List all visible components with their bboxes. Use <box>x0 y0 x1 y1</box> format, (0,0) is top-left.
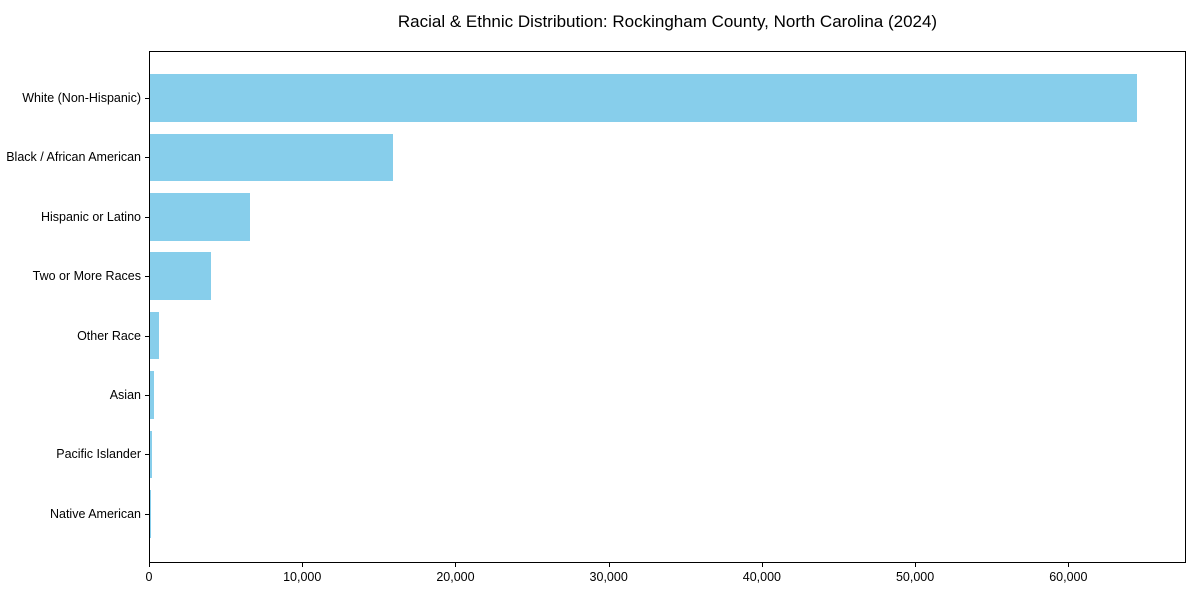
y-axis-label: Other Race <box>77 328 141 343</box>
bar <box>150 133 393 182</box>
x-axis-tick <box>149 563 150 567</box>
plot-area <box>149 51 1186 563</box>
x-axis-tick-label: 60,000 <box>1049 570 1088 584</box>
bar <box>150 252 211 300</box>
bar <box>150 74 1137 122</box>
x-axis-tick <box>915 563 917 567</box>
y-axis-tick <box>145 216 149 218</box>
chart-title: Racial & Ethnic Distribution: Rockingham… <box>397 12 938 31</box>
y-axis-tick <box>145 157 149 159</box>
y-axis-tick <box>145 335 149 337</box>
bar <box>150 311 160 360</box>
y-axis-label: Asian <box>109 388 141 402</box>
y-axis-tick <box>145 276 149 278</box>
bar <box>150 490 151 538</box>
x-axis-tick-label: 30,000 <box>589 570 628 584</box>
y-axis-label: White (Non-Hispanic) <box>22 91 141 105</box>
y-axis-label: Two or More Races <box>32 269 141 284</box>
x-axis-tick <box>761 563 763 567</box>
bar <box>150 430 153 479</box>
x-axis-tick-label: 20,000 <box>436 570 475 584</box>
y-axis-tick <box>145 454 149 456</box>
bar <box>150 193 251 241</box>
y-axis-label: Black / African American <box>6 150 141 165</box>
x-axis-tick <box>455 563 457 567</box>
x-axis-tick <box>608 563 610 567</box>
bar <box>150 371 155 419</box>
x-axis-tick-label: 0 <box>145 570 153 584</box>
x-axis-tick-label: 10,000 <box>283 570 322 584</box>
x-axis-tick <box>302 563 304 567</box>
y-axis-label: Pacific Islander <box>56 447 141 462</box>
x-axis-tick <box>1068 563 1070 567</box>
y-axis-label: Hispanic or Latino <box>40 209 141 224</box>
x-axis-tick-label: 50,000 <box>895 570 935 584</box>
y-axis-tick <box>145 513 149 515</box>
x-axis-tick-label: 40,000 <box>742 570 781 584</box>
y-axis-tick <box>145 98 149 99</box>
y-axis-label: Native American <box>49 506 141 521</box>
y-axis-tick <box>145 395 149 396</box>
